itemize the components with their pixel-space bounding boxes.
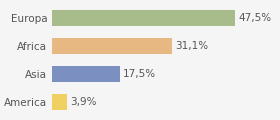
Text: 31,1%: 31,1% bbox=[175, 41, 208, 51]
Text: 47,5%: 47,5% bbox=[239, 13, 272, 23]
Bar bbox=[52, 38, 172, 54]
Bar bbox=[52, 10, 235, 26]
Text: 17,5%: 17,5% bbox=[123, 69, 156, 79]
Bar bbox=[52, 94, 67, 110]
Bar bbox=[52, 66, 120, 82]
Text: 3,9%: 3,9% bbox=[70, 97, 97, 107]
